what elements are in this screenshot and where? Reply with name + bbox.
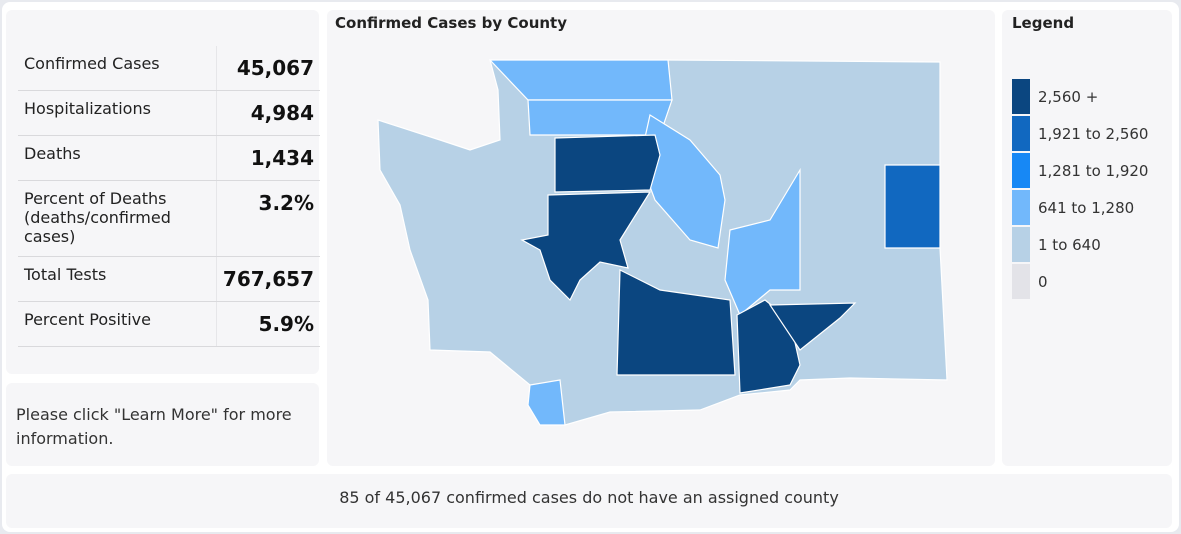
legend-label: 1,921 to 2,560 [1038,124,1149,143]
stat-value: 1,434 [215,135,320,181]
stats-table: Confirmed Cases 45,067 Hospitalizations 4,9… [18,46,320,347]
legend-swatch [1012,264,1030,299]
county-spokane [884,164,941,249]
legend-item: 2,560 + [1012,79,1098,114]
stat-value: 4,984 [215,90,320,136]
unassigned-note: 85 of 45,067 confirmed cases do not have… [339,488,839,507]
county-yakima [616,269,736,376]
legend-title: Legend [1012,14,1075,32]
county-pierce [520,191,652,302]
legend-label: 1 to 640 [1038,235,1101,254]
stat-value: 3.2% [215,180,320,257]
legend-item: 641 to 1,280 [1012,190,1134,225]
info-panel: Please click "Learn More" for more infor… [6,383,319,466]
stat-label: Deaths [18,135,217,181]
stat-value: 767,657 [215,256,320,302]
stat-label: Total Tests [18,256,217,302]
legend-item: 1,921 to 2,560 [1012,116,1148,151]
legend-swatch [1012,116,1030,151]
stat-row: Deaths 1,434 [18,135,320,181]
legend-label: 2,560 + [1038,87,1099,106]
info-text: Please click "Learn More" for more infor… [16,405,292,448]
county-grant [724,167,801,316]
county-clark [527,379,566,426]
legend-swatch [1012,79,1030,114]
map-panel: Confirmed Cases by County [327,10,995,466]
legend-swatch [1012,190,1030,225]
county-franklin [768,302,857,351]
legend-panel: Legend [1002,10,1172,466]
legend-swatch [1012,153,1030,188]
stat-label: Percent Positive [18,301,217,347]
stat-row: Percent Positive 5.9% [18,301,320,347]
county-king [554,134,661,193]
stat-value: 45,067 [215,46,320,91]
footer-panel: 85 of 45,067 confirmed cases do not have… [6,474,1172,528]
legend-item: 0 [1012,264,1048,299]
stat-label: Hospitalizations [18,90,217,136]
stat-row: Total Tests 767,657 [18,256,320,302]
stat-row: Confirmed Cases 45,067 [18,46,320,91]
legend-label: 0 [1038,272,1048,291]
stats-panel: Confirmed Cases 45,067 Hospitalizations 4,9… [6,10,320,374]
stat-row: Percent of Deaths (deaths/confirmed case… [18,180,320,257]
legend-item: 1,281 to 1,920 [1012,153,1148,188]
stat-value: 5.9% [215,301,320,347]
legend-item: 1 to 640 [1012,227,1101,262]
stat-row: Hospitalizations 4,984 [18,90,320,136]
legend-label: 1,281 to 1,920 [1038,161,1149,180]
washington-county-map[interactable] [327,10,995,466]
stat-label: Confirmed Cases [18,46,217,91]
legend-swatch [1012,227,1030,262]
legend-label: 641 to 1,280 [1038,198,1135,217]
stat-label: Percent of Deaths (deaths/confirmed case… [18,180,217,257]
map-title: Confirmed Cases by County [335,14,568,32]
